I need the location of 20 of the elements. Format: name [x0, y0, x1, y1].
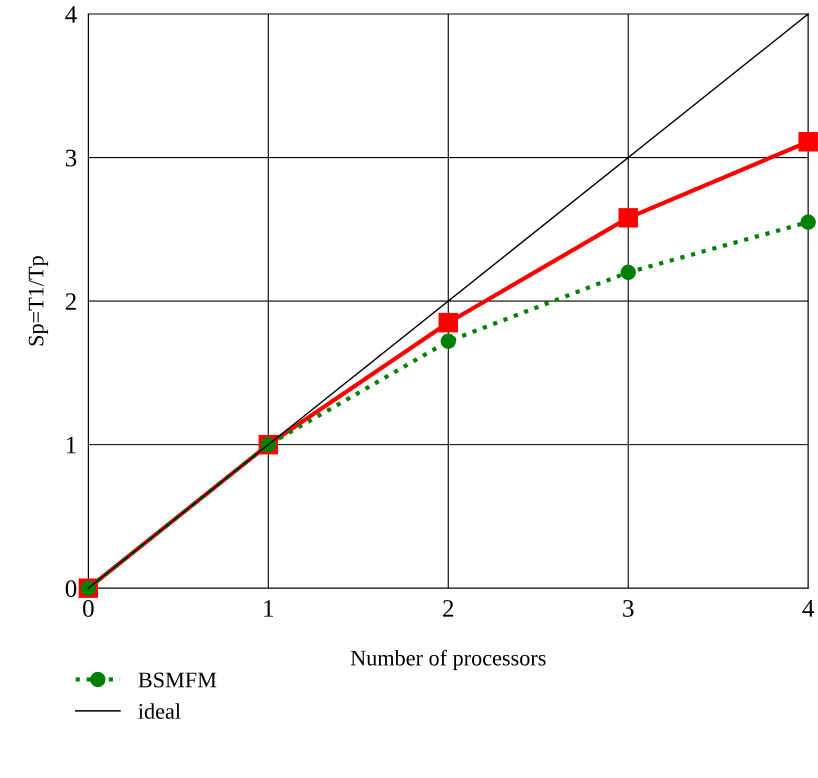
x-tick-label: 0 [83, 600, 94, 617]
x-tick-label: 2 [443, 600, 454, 617]
legend-label: BSMFM [138, 672, 216, 688]
point [620, 264, 636, 280]
y-tick-label: 0 [66, 580, 76, 598]
y-tick-label: 2 [66, 293, 76, 310]
point [440, 334, 456, 349]
y-tick-label: 3 [66, 150, 76, 166]
legend-label: ideal [138, 703, 181, 719]
x-tick-label: 4 [802, 600, 814, 617]
x-tick-label: 1 [264, 600, 274, 617]
point [438, 312, 458, 332]
point [800, 214, 816, 230]
x-axis-title: Number of processors [350, 650, 546, 670]
y-axis-title: Sp=T1/Tp [28, 256, 48, 346]
point [618, 208, 638, 228]
point [798, 132, 818, 152]
y-tick-label: 1 [66, 436, 76, 454]
x-tick-label: 3 [623, 600, 634, 617]
y-tick-label: 4 [65, 6, 77, 23]
